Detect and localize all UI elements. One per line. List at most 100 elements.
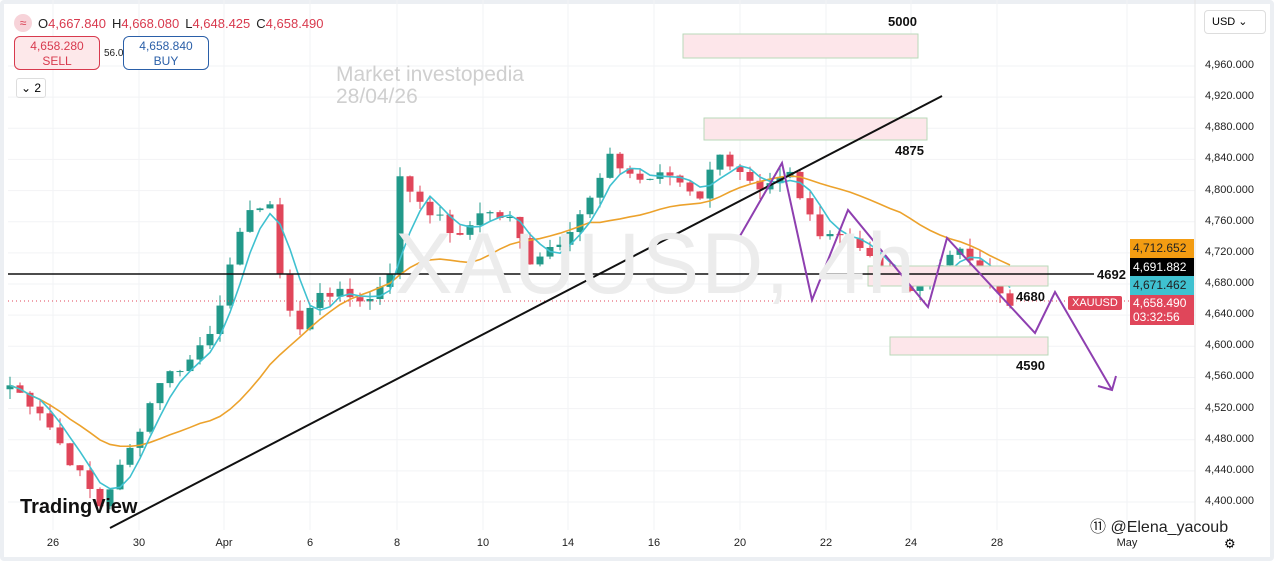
price-tick: 4,880.000 xyxy=(1205,121,1254,134)
watermark-date: 28/04/26 xyxy=(336,85,418,108)
label-4875: 4875 xyxy=(895,143,924,158)
buy-label: BUY xyxy=(153,54,179,68)
candle xyxy=(396,176,404,275)
candle xyxy=(426,201,434,216)
candle xyxy=(736,166,744,172)
candle xyxy=(486,212,494,214)
candle xyxy=(666,172,674,176)
candle xyxy=(436,214,444,216)
candle xyxy=(686,182,694,192)
candle xyxy=(246,210,254,232)
candle xyxy=(76,465,84,471)
time-tick: May xyxy=(1116,537,1138,549)
candle xyxy=(376,286,384,299)
candle xyxy=(216,305,224,334)
ma-slow-tag: 4,712.652 xyxy=(1130,239,1194,258)
candle xyxy=(116,464,124,490)
candle xyxy=(26,392,34,407)
candle xyxy=(46,413,54,428)
candle xyxy=(96,488,104,507)
price-tick: 4,640.000 xyxy=(1205,308,1254,321)
candle xyxy=(716,154,724,170)
candle xyxy=(416,191,424,202)
candle xyxy=(976,260,984,268)
candle xyxy=(696,191,704,199)
time-tick: 20 xyxy=(733,537,747,549)
candle xyxy=(646,178,654,180)
price-tick: 4,600.000 xyxy=(1205,339,1254,352)
low-value: 4,648.425 xyxy=(192,15,251,31)
time-tick: 24 xyxy=(904,537,918,549)
candle xyxy=(406,176,414,192)
price-tick: 4,960.000 xyxy=(1205,59,1254,71)
price-tick: 4,920.000 xyxy=(1205,90,1254,103)
buy-button[interactable]: 4,658.840 BUY xyxy=(123,36,209,70)
watermark-title: Market investopedia xyxy=(336,63,524,86)
candle xyxy=(146,403,154,432)
close-key: C xyxy=(256,15,266,31)
candle xyxy=(806,198,814,215)
candle xyxy=(816,214,824,237)
symbol-tag: XAUUSD xyxy=(1068,296,1122,310)
candle xyxy=(726,154,734,167)
candle xyxy=(186,359,194,372)
currency-select[interactable]: USD ⌄ xyxy=(1204,10,1266,34)
candle xyxy=(476,213,484,226)
buy-price: 4,658.840 xyxy=(139,39,193,53)
label-4692: 4692 xyxy=(1097,267,1126,282)
candle xyxy=(706,169,714,199)
candle xyxy=(586,197,594,215)
candle xyxy=(756,180,764,190)
trendline xyxy=(109,95,943,529)
time-tick: 14 xyxy=(561,537,575,549)
open-value: 4,667.840 xyxy=(48,15,106,31)
candle xyxy=(386,274,394,287)
candle xyxy=(126,447,134,465)
candle xyxy=(596,177,604,198)
bar-countdown: 03:32:56 xyxy=(1133,310,1180,324)
watermark-text: Market investopedia 28/04/26 xyxy=(336,64,524,108)
candle xyxy=(996,283,1004,294)
candle xyxy=(156,383,164,404)
label-5000: 5000 xyxy=(888,14,917,29)
candle xyxy=(466,225,474,235)
settings-gear-icon[interactable]: ⚙ xyxy=(1224,536,1236,551)
zone-4590 xyxy=(889,336,1049,356)
candle xyxy=(606,153,614,178)
collapse-indicators-button[interactable]: ⌄ 2 xyxy=(16,78,46,98)
time-tick: 22 xyxy=(819,537,833,549)
zone-4875 xyxy=(703,117,928,141)
candle xyxy=(166,371,174,384)
candle xyxy=(286,273,294,311)
tradingview-logo: TradingView xyxy=(20,496,138,518)
low-key: L xyxy=(185,15,193,31)
ohlc-bar: ≈ O4,667.840 H4,668.080 L4,648.425 C4,65… xyxy=(14,14,324,32)
line-price-tag: 4,691.882 xyxy=(1130,258,1194,277)
sell-label: SELL xyxy=(42,54,72,68)
candle xyxy=(356,297,364,302)
last-price-tag: 4,658.490 03:32:56 xyxy=(1130,295,1194,325)
candle xyxy=(636,173,644,180)
candle xyxy=(346,288,354,298)
high-value: 4,668.080 xyxy=(121,15,180,31)
candle xyxy=(496,212,504,219)
label-4590: 4590 xyxy=(1016,358,1045,373)
price-tick: 4,560.000 xyxy=(1205,370,1254,383)
sell-button[interactable]: 4,658.280 SELL xyxy=(14,36,100,70)
open-key: O xyxy=(38,15,49,31)
candle xyxy=(626,168,634,174)
candle xyxy=(206,333,214,346)
time-tick: Apr xyxy=(215,537,233,549)
label-4680: 4680 xyxy=(1016,289,1045,304)
candle xyxy=(86,470,94,489)
time-tick: 28 xyxy=(990,537,1004,549)
candle xyxy=(136,431,144,448)
candle xyxy=(796,171,804,199)
projection-arrowhead xyxy=(1097,375,1117,392)
candle xyxy=(916,283,924,291)
candle xyxy=(846,235,854,239)
time-tick: 10 xyxy=(476,537,490,549)
candle xyxy=(746,171,754,181)
candle xyxy=(856,238,864,248)
